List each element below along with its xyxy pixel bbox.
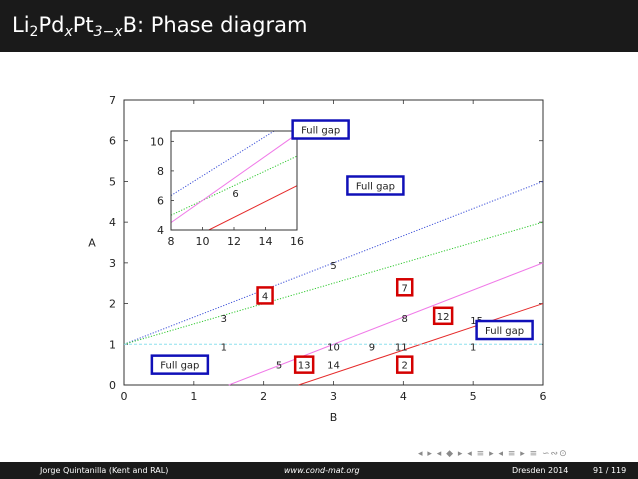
y-tick-label: 4 (109, 216, 116, 229)
region-number: 1 (221, 342, 227, 353)
y-tick-label: 1 (109, 338, 116, 351)
slide-title: Li2PdxPt3−xB: Phase diagram (12, 13, 308, 40)
inset-region-number: 6 (232, 189, 238, 200)
full-gap-label: Full gap (356, 182, 395, 193)
red-region-box (395, 278, 414, 297)
full-gap-label: Full gap (485, 326, 524, 337)
x-tick-label: 2 (260, 390, 267, 403)
y-tick-label: 3 (109, 257, 116, 270)
inset-x-tick-label: 12 (227, 235, 241, 248)
inset-y-tick-label: 6 (157, 194, 164, 207)
footer-page-number: 91 / 119 (593, 466, 627, 475)
full-gap-box (150, 354, 210, 375)
inset-x-tick-label: 16 (290, 235, 304, 248)
phase-boundary-line-3 (228, 262, 544, 386)
x-tick-label: 5 (470, 390, 477, 403)
inset-y-tick-label: 4 (157, 224, 164, 237)
x-tick-label: 3 (330, 390, 337, 403)
inset-y-tick-label: 10 (150, 135, 164, 148)
footer-author: Jorge Quintanilla (Kent and RAL) (40, 466, 169, 475)
red-region-box (256, 286, 274, 305)
y-tick-label: 7 (109, 94, 116, 107)
red-region-box (395, 355, 414, 374)
beamer-navigation-icons[interactable]: ◂ ▸ ◂ ◆ ▸ ◂ ≡ ▸ ◂ ≡ ▸ ≡ ∽∾⊙ (418, 449, 568, 459)
region-number: 5 (276, 361, 282, 372)
phase-boundary-line-1 (123, 180, 544, 345)
red-region-number: 4 (262, 291, 268, 302)
region-number: 5 (330, 261, 336, 272)
region-number: 3 (221, 314, 227, 325)
inset-plot: 8 10 12 14 16 4 6 8 10 6 Full gap (141, 119, 350, 254)
red-region-box (432, 306, 454, 326)
y-tick-label: 6 (109, 135, 116, 148)
inset-boundary-line-2 (171, 155, 297, 216)
region-number: 1 (470, 342, 476, 353)
full-gap-box (346, 175, 405, 196)
inset-x-tick-label: 8 (168, 235, 175, 248)
full-gap-label: Full gap (160, 361, 199, 372)
region-number: 10 (327, 342, 340, 353)
y-tick-label: 2 (109, 298, 116, 311)
footer-bar: Jorge Quintanilla (Kent and RAL) www.con… (0, 462, 638, 479)
inset-y-tick-label: 8 (157, 165, 164, 178)
region-number: 11 (395, 342, 408, 353)
y-axis-label: A (88, 237, 96, 250)
x-tick-label: 1 (190, 390, 197, 403)
y-tick-label: 5 (109, 175, 116, 188)
inset-boundary-line-3 (171, 133, 297, 224)
inset-x-tick-label: 14 (259, 235, 273, 248)
red-region-box (293, 355, 315, 374)
footer-venue: Dresden 2014 (512, 466, 569, 475)
inset-full-gap-box (291, 119, 350, 140)
x-tick-label: 0 (121, 390, 128, 403)
red-region-number: 12 (437, 312, 450, 323)
inset-full-gap-label: Full gap (301, 126, 340, 137)
full-gap-box (475, 319, 534, 341)
region-number: 14 (327, 361, 340, 372)
title-bar: Li2PdxPt3−xB: Phase diagram (0, 0, 638, 52)
red-region-number: 2 (402, 361, 408, 372)
inset-x-tick-label: 10 (196, 235, 210, 248)
red-region-number: 13 (298, 361, 311, 372)
x-tick-label: 4 (400, 390, 407, 403)
region-number: 8 (402, 314, 408, 325)
main-plot: 012345601234567BA5311091118155144712132F… (88, 94, 546, 424)
x-tick-label: 6 (540, 390, 547, 403)
inset-boundary-line-4 (208, 185, 297, 230)
y-tick-label: 0 (109, 379, 116, 392)
x-axis-label: B (330, 411, 338, 424)
region-number: 9 (369, 342, 375, 353)
red-region-number: 7 (402, 283, 408, 294)
footer-url[interactable]: www.cond-mat.org (284, 466, 360, 475)
